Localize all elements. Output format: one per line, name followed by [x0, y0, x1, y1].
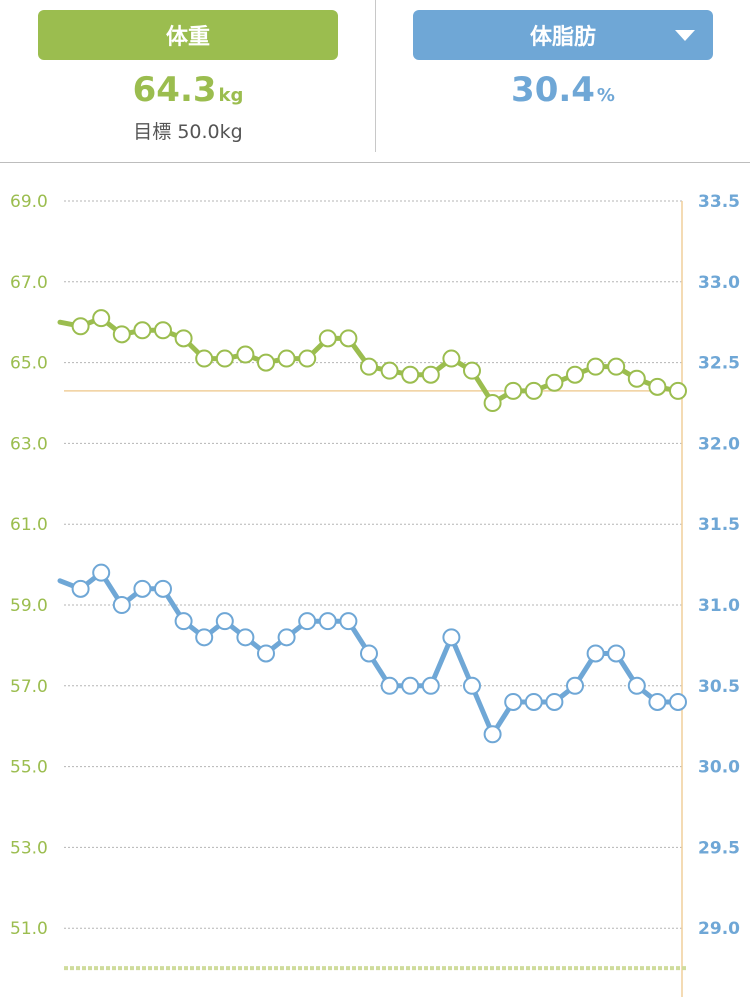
- left-tick-label: 65.0: [10, 354, 48, 374]
- body-fat-tab-button[interactable]: 体脂肪: [413, 10, 713, 60]
- weight-point: [566, 365, 584, 384]
- left-tick-label: 53.0: [10, 838, 48, 858]
- weight-point: [360, 357, 378, 376]
- weight-point: [504, 381, 523, 400]
- weight-point: [380, 361, 399, 380]
- body-fat-point: [277, 628, 296, 647]
- body-fat-metric: 30.4 %: [413, 70, 713, 110]
- body-fat-point: [154, 579, 172, 598]
- left-tick-label: 55.0: [10, 758, 48, 778]
- weight-value: 64.3: [132, 70, 217, 110]
- weight-point: [112, 325, 131, 344]
- weight-point: [401, 365, 420, 384]
- body-fat-point: [463, 676, 481, 695]
- right-tick-label: 29.5: [698, 838, 740, 858]
- weight-tab-label: 体重: [165, 25, 210, 50]
- right-tick-label: 32.5: [698, 354, 740, 374]
- right-tick-label: 31.0: [698, 596, 740, 616]
- weight-point: [92, 309, 111, 328]
- right-tick-label: 30.5: [698, 677, 740, 697]
- weight-point: [524, 381, 543, 400]
- left-tick-label: 61.0: [10, 515, 48, 535]
- right-tick-label: 32.0: [698, 434, 740, 454]
- body-fat-point: [133, 579, 152, 598]
- body-fat-value: 30.4: [511, 70, 595, 110]
- left-tick-label: 69.0: [10, 192, 48, 212]
- weight-point: [586, 357, 605, 376]
- weight-point: [277, 349, 296, 368]
- body-fat-point: [524, 692, 543, 711]
- weight-point: [298, 349, 317, 368]
- weight-point: [669, 381, 687, 400]
- body-fat-point: [215, 612, 234, 631]
- body-fat-point: [257, 644, 275, 663]
- weight-point: [648, 377, 667, 396]
- chart-area[interactable]: 69.0 67.0 65.0 63.0 61.0 59.0 57.0 55.0 53.0 51.0…: [0, 163, 750, 997]
- right-tick-label: 33.5: [698, 192, 740, 212]
- body-fat-point: [112, 596, 131, 614]
- body-fat-unit: %: [596, 85, 615, 106]
- body-fat-point: [504, 692, 523, 711]
- right-tick-label: 29.0: [698, 919, 740, 939]
- goal-weight-text: 目標 50.0kg: [133, 121, 243, 143]
- body-fat-point: [360, 644, 378, 663]
- weight-point: [215, 349, 234, 368]
- header-divider: [375, 0, 376, 152]
- weight-point: [257, 353, 275, 372]
- weight-point: [463, 361, 481, 380]
- weight-point: [627, 369, 646, 388]
- weight-point: [133, 321, 152, 340]
- weight-point: [236, 345, 255, 364]
- left-tick-label: 63.0: [10, 434, 48, 454]
- body-fat-point: [318, 612, 337, 631]
- weight-unit: kg: [218, 85, 244, 106]
- weight-fat-chart[interactable]: 69.0 67.0 65.0 63.0 61.0 59.0 57.0 55.0 53.0 51.0…: [0, 163, 750, 997]
- body-fat-point: [607, 644, 626, 663]
- weight-point: [339, 329, 358, 348]
- weight-point: [483, 394, 502, 412]
- weight-point: [318, 329, 337, 348]
- body-fat-point: [586, 644, 605, 663]
- body-fat-point: [401, 676, 420, 695]
- weight-point: [174, 329, 193, 348]
- weight-point: [421, 365, 440, 384]
- header: 体重 体脂肪 64.3 kg 目標 50.0kg 30.4 %: [0, 0, 750, 163]
- body-fat-point: [669, 692, 687, 711]
- weight-point: [442, 349, 461, 368]
- weight-point: [71, 317, 90, 336]
- body-fat-point: [648, 692, 667, 711]
- weight-point: [545, 373, 564, 392]
- body-fat-point: [627, 676, 646, 695]
- body-fat-point: [566, 676, 584, 695]
- left-tick-label: 51.0: [10, 919, 48, 939]
- body-fat-point: [442, 628, 461, 647]
- body-fat-point: [174, 612, 193, 631]
- weight-metric: 64.3 kg: [38, 70, 338, 110]
- left-tick-label: 57.0: [10, 677, 48, 697]
- dropdown-arrow-icon[interactable]: [675, 30, 695, 41]
- left-tick-label: 67.0: [10, 273, 48, 293]
- body-fat-point: [339, 612, 358, 631]
- body-fat-point: [380, 676, 399, 695]
- weight-point: [154, 321, 172, 340]
- weight-point: [195, 349, 214, 368]
- body-fat-point: [298, 612, 317, 631]
- body-fat-point: [236, 628, 255, 647]
- body-fat-point: [195, 628, 214, 647]
- right-tick-label: 30.0: [698, 758, 740, 778]
- body-fat-point: [483, 725, 502, 744]
- body-fat-point: [421, 676, 440, 695]
- right-tick-label: 33.0: [698, 273, 740, 293]
- body-fat-point: [545, 692, 564, 711]
- body-fat-point: [92, 563, 111, 582]
- left-tick-label: 59.0: [10, 596, 48, 616]
- body-fat-point: [71, 579, 90, 598]
- right-tick-label: 31.5: [698, 515, 740, 535]
- weight-point: [607, 357, 626, 376]
- weight-tab-button[interactable]: 体重: [38, 10, 338, 60]
- body-fat-tab-label: 体脂肪: [529, 25, 596, 50]
